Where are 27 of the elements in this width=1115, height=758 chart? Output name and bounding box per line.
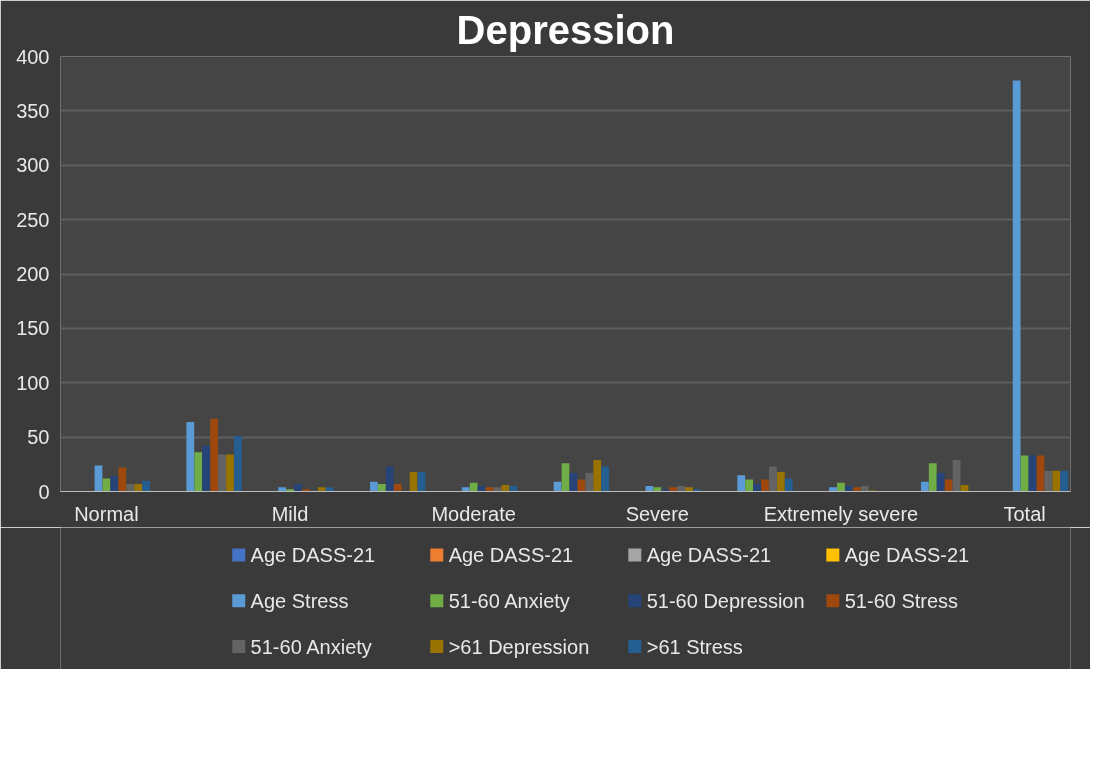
y-tick-label: 250 <box>16 208 50 231</box>
y-tick-label: 400 <box>16 45 50 68</box>
y-tick-label: 350 <box>16 99 50 122</box>
x-tick-label: Normal <box>74 502 139 525</box>
legend-label: 51-60 Stress <box>844 589 959 612</box>
legend-label: Age DASS-21 <box>646 543 772 566</box>
x-tick-label: Mild <box>271 502 309 525</box>
legend-label: >61 Stress <box>646 635 743 658</box>
x-tick-label: Severe <box>625 502 690 525</box>
x-tick-label: Total <box>1003 502 1046 525</box>
legend-label: >61 Depression <box>448 635 590 658</box>
y-tick-label: 100 <box>16 371 50 394</box>
legend-label: 51-60 Anxiety <box>448 589 570 612</box>
legend-label: Age DASS-21 <box>844 543 970 566</box>
legend-label: Age DASS-21 <box>250 543 376 566</box>
y-tick-label: 300 <box>16 154 50 177</box>
y-tick-label: 50 <box>27 426 50 449</box>
chart-title: Depression <box>456 7 675 52</box>
x-tick-label: Extremely severe <box>763 502 919 525</box>
legend-label: Age Stress <box>250 589 349 612</box>
y-tick-label: 200 <box>16 263 50 285</box>
legend-label: 51-60 Depression <box>646 589 805 612</box>
x-tick-label: Moderate <box>431 502 516 525</box>
y-tick-label: 0 <box>38 480 50 503</box>
legend-label: Age DASS-21 <box>448 543 574 566</box>
y-tick-label: 150 <box>16 317 50 340</box>
legend-label: 51-60 Anxiety <box>250 635 372 658</box>
